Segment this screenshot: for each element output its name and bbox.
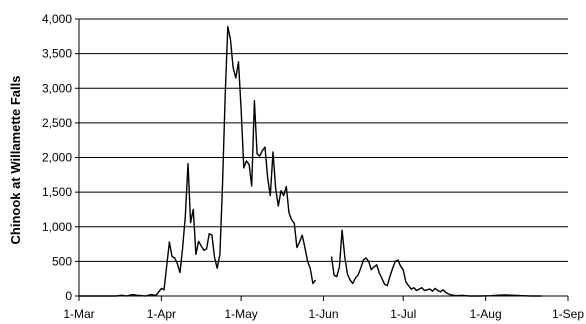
gridlines — [79, 18, 568, 262]
y-tick-label: 1,500 — [42, 185, 72, 199]
y-tick-label: 1,000 — [42, 220, 72, 234]
x-tick-label: 1-Jul — [390, 307, 416, 321]
y-tick-label: 0 — [65, 289, 72, 303]
y-tick-label: 3,000 — [42, 81, 72, 95]
x-tick-label: 1-Jun — [308, 307, 338, 321]
series-line-segment — [79, 25, 317, 297]
y-tick-label: 4,000 — [42, 12, 72, 26]
x-tick-label: 1-Aug — [470, 307, 502, 321]
y-tick-label: 2,500 — [42, 116, 72, 130]
series-group — [79, 25, 542, 297]
y-tick-label: 3,500 — [42, 47, 72, 61]
x-tick-label: 1-Mar — [63, 307, 94, 321]
y-tick-label: 500 — [52, 254, 72, 268]
y-tick-label: 2,000 — [42, 151, 72, 165]
series-line-segment — [330, 229, 542, 297]
x-axis-ticks: 1-Mar 1-Apr 1-May 1-Jun 1-Jul 1-Aug 1-Sep — [63, 296, 584, 321]
y-axis-title: Chinook at Willamette Falls — [8, 76, 23, 245]
y-axis-ticks: 0 500 1,000 1,500 2,000 2,500 3,000 3,500 4,000 — [42, 12, 79, 303]
x-tick-label: 1-May — [224, 307, 257, 321]
x-tick-label: 1-Apr — [147, 307, 176, 321]
x-tick-label: 1-Sep — [552, 307, 584, 321]
